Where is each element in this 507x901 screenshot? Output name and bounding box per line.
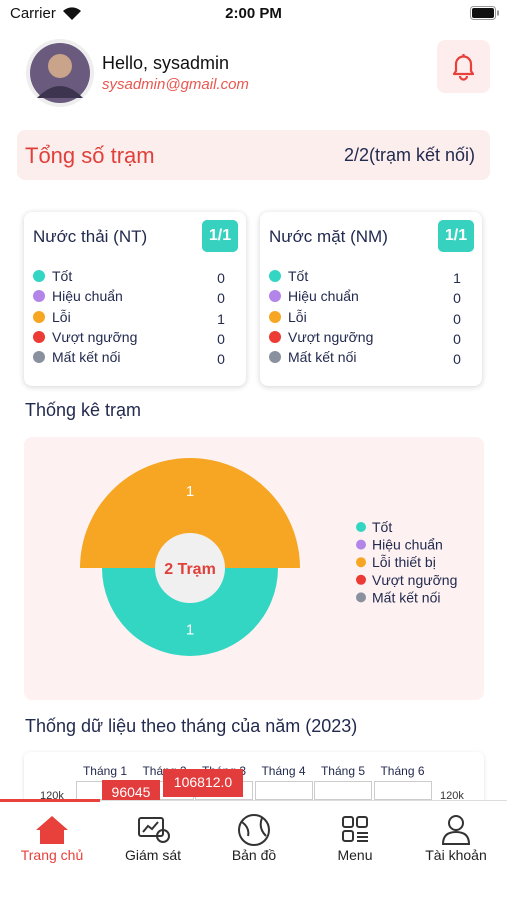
status-dot bbox=[269, 290, 281, 303]
wifi-icon bbox=[63, 7, 81, 21]
status-label: Vượt ngưỡng bbox=[288, 328, 374, 345]
station-badge: 1/1 bbox=[202, 220, 238, 252]
status-count: 1 bbox=[217, 310, 225, 327]
station-badge: 1/1 bbox=[438, 220, 474, 252]
legend-label: Lỗi thiết bị bbox=[372, 554, 436, 570]
status-label: Hiệu chuẩn bbox=[52, 288, 123, 305]
status-label: Lỗi bbox=[288, 308, 307, 325]
station-name: Nước mặt (NM) bbox=[269, 227, 388, 246]
status-dot bbox=[33, 351, 45, 364]
pie-center-label: 2 Trạm bbox=[164, 561, 216, 578]
legend-dot bbox=[356, 539, 366, 550]
status-count: 0 bbox=[453, 290, 461, 307]
avatar[interactable] bbox=[25, 38, 95, 108]
legend-dot bbox=[356, 557, 366, 568]
month-cell bbox=[314, 781, 372, 800]
status-dot bbox=[33, 310, 45, 323]
status-label: Tốt bbox=[52, 268, 73, 284]
pie-hole bbox=[155, 533, 225, 603]
battery-icon bbox=[470, 6, 499, 20]
pie-segment bbox=[102, 568, 278, 656]
tab-label[interactable]: Giám sát bbox=[124, 847, 181, 863]
clock: 2:00 PM bbox=[225, 5, 282, 22]
legend-label: Vượt ngưỡng bbox=[372, 572, 457, 588]
axis-right: 120k bbox=[440, 790, 464, 802]
summary-title: Tổng số trạm bbox=[25, 143, 155, 168]
status-dot bbox=[269, 270, 281, 282]
tab-bar bbox=[0, 800, 507, 901]
status-label: Lỗi bbox=[52, 308, 71, 325]
pie-label: 1 bbox=[186, 483, 194, 500]
station-name: Nước thải (NT) bbox=[33, 227, 148, 246]
status-count: 0 bbox=[453, 351, 461, 368]
tab-icons bbox=[36, 814, 471, 846]
summary-bar bbox=[17, 130, 490, 180]
carrier: Carrier bbox=[10, 5, 56, 22]
email: sysadmin@gmail.com bbox=[102, 76, 249, 93]
stats-title: Thống kê trạm bbox=[25, 400, 142, 420]
notification-button[interactable] bbox=[437, 40, 490, 93]
tab-label[interactable]: Menu bbox=[337, 847, 373, 863]
status-count: 0 bbox=[453, 310, 461, 327]
legend-dot bbox=[356, 592, 366, 603]
monthly-title: Thống dữ liệu theo tháng của năm (2023) bbox=[25, 716, 358, 736]
status-label: Mất kết nối bbox=[52, 349, 121, 366]
status-count: 0 bbox=[217, 330, 225, 347]
legend-label: Tốt bbox=[372, 519, 392, 535]
status-dot bbox=[269, 351, 281, 364]
status-label: Tốt bbox=[288, 268, 309, 284]
month-label: Tháng 1 bbox=[82, 764, 128, 778]
status-label: Vượt ngưỡng bbox=[52, 328, 138, 345]
status-count: 0 bbox=[453, 330, 461, 347]
tooltip: 106812.0 bbox=[163, 769, 243, 797]
tab-label[interactable]: Tài khoản bbox=[425, 847, 487, 863]
status-dot bbox=[269, 330, 281, 343]
pie-label: 1 bbox=[186, 622, 194, 639]
legend-dot bbox=[356, 574, 366, 585]
month-cell bbox=[254, 781, 313, 800]
summary-value: 2/2(trạm kết nối) bbox=[343, 145, 475, 165]
legend-label: Hiệu chuẩn bbox=[372, 537, 443, 553]
month-label: Tháng 4 bbox=[261, 764, 306, 778]
status-count: 0 bbox=[217, 290, 225, 307]
legend-label: Mất kết nối bbox=[372, 589, 440, 605]
tab-label[interactable]: Trang chủ bbox=[20, 847, 84, 863]
status-dot bbox=[33, 290, 45, 303]
status-count: 0 bbox=[217, 270, 225, 286]
status-label: Mất kết nối bbox=[288, 349, 357, 366]
month-cell bbox=[373, 781, 432, 800]
status-label: Hiệu chuẩn bbox=[288, 288, 359, 305]
status-count: 1 bbox=[453, 270, 461, 286]
tooltip: 96045 bbox=[102, 780, 160, 802]
month-label: Tháng 6 bbox=[380, 764, 425, 778]
greeting: Hello, sysadmin bbox=[102, 53, 230, 73]
legend-dot bbox=[356, 522, 366, 532]
status-dot bbox=[33, 270, 45, 282]
tab-label[interactable]: Bản đồ bbox=[231, 847, 277, 863]
status-dot bbox=[269, 310, 281, 323]
status-dot bbox=[33, 330, 45, 343]
tab-indicator bbox=[0, 799, 100, 802]
status-count: 0 bbox=[217, 351, 225, 368]
month-label: Tháng 5 bbox=[320, 764, 366, 778]
pie-segment bbox=[80, 458, 300, 568]
